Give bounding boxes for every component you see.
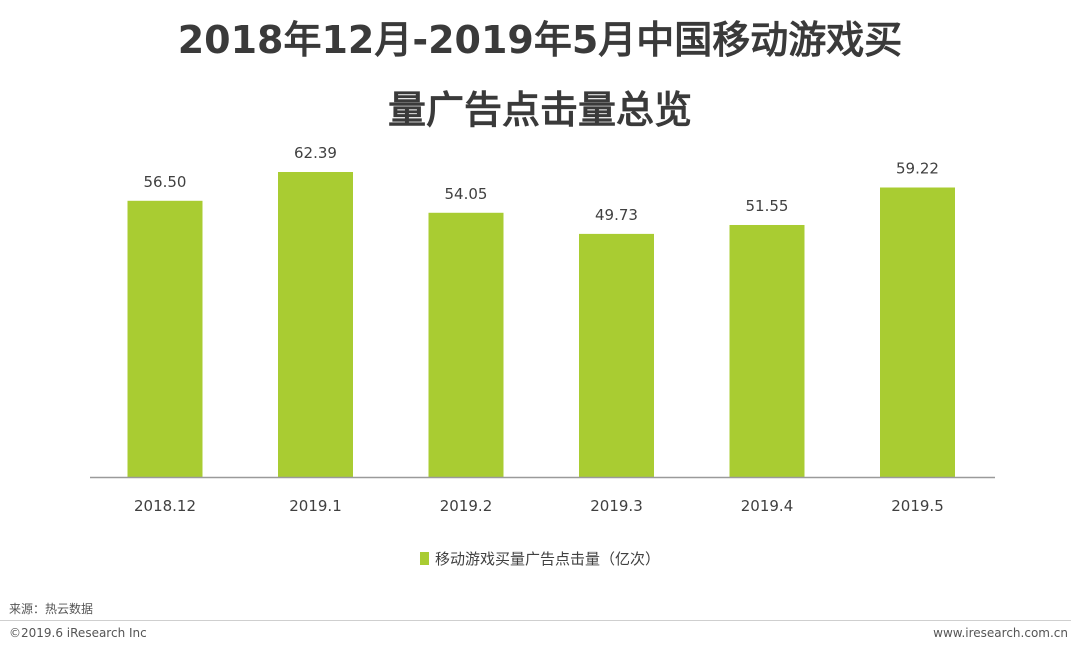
x-tick-label-2019.1: 2019.1 [289, 497, 342, 515]
chart-legend: 移动游戏买量广告点击量（亿次） [0, 548, 1080, 569]
website-link[interactable]: www.iresearch.com.cn [933, 626, 1068, 640]
bar-2019.5 [880, 187, 955, 477]
x-tick-label-2019.3: 2019.3 [590, 497, 643, 515]
bar-chart: 56.50 2018.12 62.39 2019.1 54.05 2019.2 49.73 2… [90, 144, 995, 515]
x-tick-label-2019.4: 2019.4 [741, 497, 794, 515]
bar-2019.4 [729, 224, 805, 477]
data-label-2019.1: 62.39 [294, 144, 337, 162]
data-label-2019.2: 54.05 [445, 185, 488, 203]
bar-2019.1 [278, 172, 353, 477]
legend-swatch [419, 552, 429, 565]
data-label-2019.5: 59.22 [896, 159, 939, 177]
source-note: 来源：热云数据 [9, 602, 94, 616]
data-label-2019.3: 49.73 [595, 206, 638, 224]
chart-title-line2: 量广告点击量总览 [387, 88, 692, 132]
copyright-text: ©2019.6 iResearch Inc [9, 626, 147, 640]
legend-label: 移动游戏买量广告点击量（亿次） [434, 550, 660, 568]
chart-title-line1: 2018年12月-2019年5月中国移动游戏买 [177, 18, 903, 62]
bar-2019.3 [579, 233, 654, 477]
data-label-2018.12: 56.50 [144, 173, 187, 191]
x-tick-label-2018.12: 2018.12 [134, 497, 196, 515]
x-tick-label-2019.2: 2019.2 [440, 497, 493, 515]
bar-2018.12 [127, 200, 203, 477]
data-label-2019.4: 51.55 [746, 197, 789, 215]
footer-divider [0, 620, 1071, 621]
x-tick-label-2019.5: 2019.5 [891, 497, 944, 515]
bar-2019.2 [428, 212, 504, 477]
